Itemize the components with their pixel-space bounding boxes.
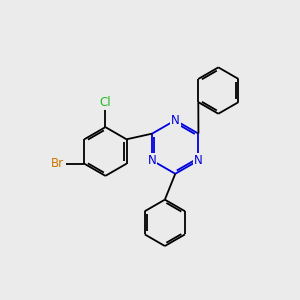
Text: N: N [171,114,180,127]
Text: Cl: Cl [100,96,111,109]
Text: N: N [148,154,157,167]
Text: N: N [194,154,203,167]
Text: Br: Br [51,157,64,170]
